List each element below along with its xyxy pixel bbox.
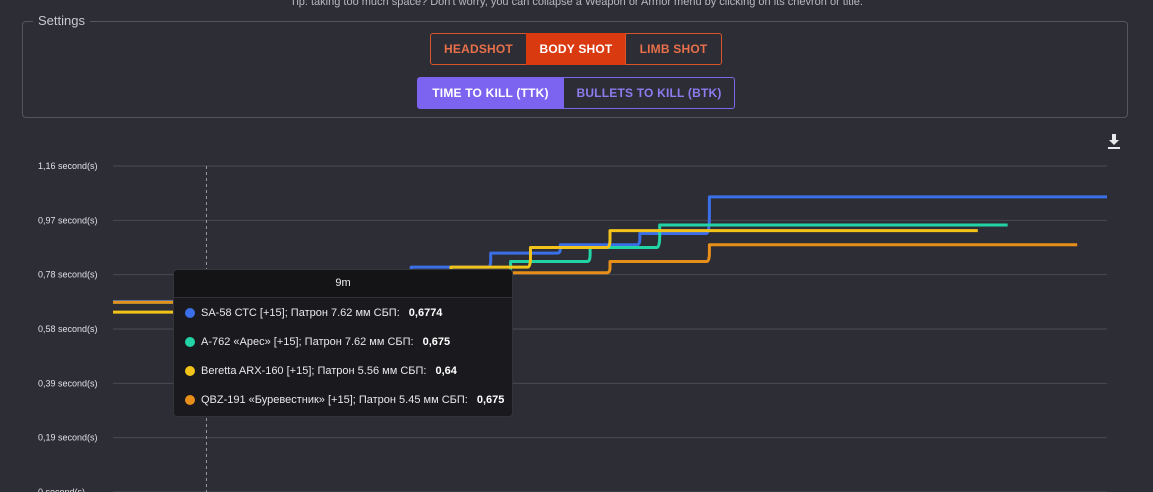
tooltip-row-label: Beretta ARX-160 [+15]; Патрон 5.56 мм СБ… [201, 365, 427, 377]
tooltip-row: Beretta ARX-160 [+15]; Патрон 5.56 мм СБ… [185, 365, 457, 377]
download-icon[interactable] [1106, 133, 1122, 151]
limb-shot-button[interactable]: LIMB SHOT [625, 33, 722, 65]
mode-selector: TIME TO KILL (TTK) BULLETS TO KILL (BTK) [417, 77, 735, 109]
y-tick-label: 0,58 second(s) [38, 324, 98, 334]
series-dot-icon [185, 337, 195, 347]
tooltip-row: А-762 «Арес» [+15]; Патрон 7.62 мм СБП: … [185, 336, 450, 348]
shot-type-selector: HEADSHOT BODY SHOT LIMB SHOT [430, 33, 722, 65]
y-tick-label: 0,19 second(s) [38, 433, 98, 443]
tooltip-row-label: SA-58 СТС [+15]; Патрон 7.62 мм СБП: [201, 307, 400, 319]
btk-button[interactable]: BULLETS TO KILL (BTK) [563, 77, 735, 109]
tooltip-row-value: 0,675 [422, 336, 451, 348]
series-dot-icon [185, 308, 195, 318]
y-tick-label: 1,16 second(s) [38, 161, 98, 171]
y-tick-label: 0,78 second(s) [38, 270, 98, 280]
body-shot-button[interactable]: BODY SHOT [526, 33, 626, 65]
headshot-button[interactable]: HEADSHOT [430, 33, 527, 65]
tooltip-row: QBZ-191 «Буревестник» [+15]; Патрон 5.45… [185, 394, 504, 406]
y-tick-label: 0,39 second(s) [38, 378, 98, 388]
settings-panel: Settings HEADSHOT BODY SHOT LIMB SHOT TI… [22, 13, 1128, 118]
y-tick-label: 0,97 second(s) [38, 215, 98, 225]
tooltip-row-value: 0,675 [476, 394, 505, 406]
tooltip-row-label: А-762 «Арес» [+15]; Патрон 7.62 мм СБП: [201, 336, 414, 348]
tooltip-row-value: 0,6774 [408, 307, 443, 319]
chart-tooltip: 9m SA-58 СТС [+15]; Патрон 7.62 мм СБП: … [173, 269, 513, 417]
y-tick-label: 0 second(s) [38, 487, 85, 492]
tooltip-title: 9m [174, 270, 512, 298]
tooltip-row-label: QBZ-191 «Буревестник» [+15]; Патрон 5.45… [201, 394, 468, 406]
settings-legend: Settings [33, 13, 90, 28]
series-dot-icon [185, 366, 195, 376]
tooltip-row: SA-58 СТС [+15]; Патрон 7.62 мм СБП: 0,6… [185, 307, 442, 319]
series-dot-icon [185, 395, 195, 405]
tooltip-row-value: 0,64 [435, 365, 457, 377]
ttk-button[interactable]: TIME TO KILL (TTK) [417, 77, 564, 109]
tip-text: Tip: taking too much space? Don't worry,… [290, 0, 863, 8]
